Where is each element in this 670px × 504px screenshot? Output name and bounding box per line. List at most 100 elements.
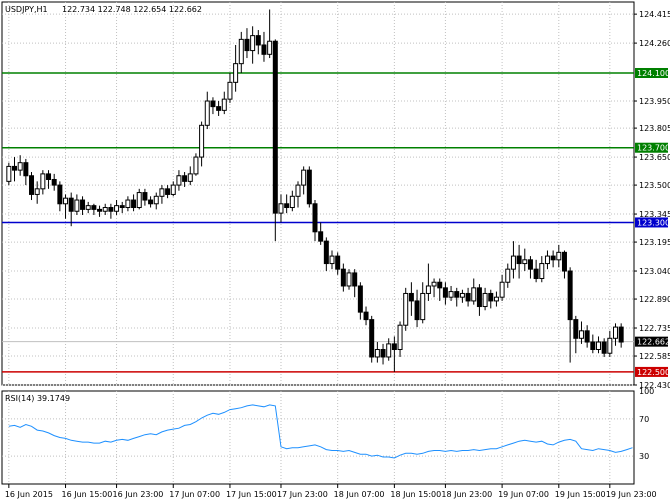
candle-bear — [465, 292, 471, 302]
candle-bear — [561, 251, 567, 272]
time-tick-label: 16 Jun 2015 — [5, 490, 53, 499]
candle-bull — [114, 205, 120, 212]
level-price-label: 122.500 — [637, 368, 670, 377]
candle-bull — [595, 341, 601, 351]
time-tick-label: 18 Jun 15:00 — [390, 490, 441, 499]
candle-bear — [272, 40, 278, 214]
price-tick-label: 122.430 — [639, 381, 670, 390]
candle-bull — [40, 173, 46, 190]
candle-bear — [29, 175, 35, 195]
candle-bull — [153, 195, 159, 205]
candle-bear — [68, 197, 74, 212]
time-tick-label: 18 Jun 07:00 — [334, 490, 385, 499]
candle-bear — [51, 178, 57, 186]
candle-bull — [204, 100, 210, 126]
rsi-panel-frame — [1, 390, 635, 485]
current-price-label: 122.662 — [637, 338, 670, 347]
time-tick-label: 18 Jun 23:00 — [441, 490, 492, 499]
rsi-line — [8, 404, 633, 459]
candle-bear — [284, 203, 290, 209]
candle-bull — [539, 263, 545, 280]
candle-bear — [363, 311, 369, 321]
price-tick-label: 123.345 — [639, 210, 670, 219]
candle-bull — [397, 324, 403, 351]
candle-bull — [289, 195, 295, 209]
candle-bear — [618, 326, 624, 343]
time-tick-label: 16 Jun 23:00 — [113, 490, 164, 499]
candle-bear — [437, 281, 443, 289]
candle-bear — [119, 205, 125, 209]
candle-bull — [250, 35, 256, 52]
time-tick-label: 17 Jun 15:00 — [226, 490, 277, 499]
candle-bull — [329, 255, 335, 265]
price-tick-label: 123.805 — [639, 124, 670, 133]
candle-bull — [612, 326, 618, 339]
time-tick-label: 17 Jun 23:00 — [277, 490, 328, 499]
candle-bear — [97, 208, 103, 212]
rsi-axis: 100 70 30 — [639, 387, 654, 461]
candle-bear — [91, 205, 97, 210]
candle-bull — [522, 259, 528, 265]
candle-bull — [85, 205, 91, 210]
candle-bear — [323, 240, 329, 265]
candle-bear — [590, 341, 596, 351]
price-tick-label: 123.195 — [639, 238, 670, 247]
candle-bear — [57, 184, 63, 205]
candle-bull — [238, 38, 244, 65]
candle-bear — [182, 175, 188, 182]
candle-bear — [210, 100, 216, 108]
candle-bear — [340, 268, 346, 287]
rsi-grid — [2, 391, 634, 484]
candle-bull — [199, 124, 205, 158]
candle-bull — [193, 156, 199, 175]
candle-bear — [488, 292, 494, 302]
candle-bull — [278, 203, 284, 214]
price-tick-label: 123.950 — [639, 97, 670, 106]
level-price-tag — [635, 142, 668, 153]
candle-bull — [267, 40, 273, 55]
candle-bull — [227, 81, 233, 100]
candle-bear — [165, 188, 171, 195]
candle-bull — [431, 281, 437, 287]
candle-bull — [170, 184, 176, 195]
candle-bear — [131, 199, 137, 209]
candle-bull — [159, 188, 165, 197]
candle-bull — [17, 162, 23, 171]
horizontal-levels[interactable]: 124.100 123.700 123.300 122.500 122.662 — [2, 67, 670, 377]
price-panel[interactable]: 124.100 123.700 123.300 122.500 122.662 USDJ… — [1, 1, 670, 386]
candle-bear — [46, 173, 52, 180]
candle-bear — [516, 255, 522, 265]
candle-bull — [403, 292, 409, 326]
rsi-panel[interactable]: RSI(14) 39.1749 — [1, 390, 635, 485]
ohlc-readout: 122.734 122.748 122.654 122.662 — [62, 5, 202, 14]
price-axis[interactable]: 124.415 124.260 123.950 123.805 123.650 123.5… — [634, 10, 670, 390]
price-tick-label: 122.585 — [639, 352, 670, 361]
candle-bear — [261, 44, 267, 55]
rsi-label: RSI(14) 39.1749 — [5, 394, 70, 403]
candle-bull — [420, 292, 426, 321]
candle-bull — [346, 272, 352, 287]
time-tick-label: 16 Jun 15:00 — [62, 490, 113, 499]
candle-bear — [244, 38, 250, 52]
candle-bear — [533, 268, 539, 280]
candle-bear — [573, 319, 579, 339]
candle-bull — [221, 98, 227, 111]
candle-bull — [136, 192, 142, 209]
candle-bear — [255, 35, 261, 46]
candle-bull — [386, 343, 392, 358]
candle-bull — [301, 169, 307, 186]
time-tick-label: 19 Jun 07:00 — [498, 490, 549, 499]
candle-bull — [471, 287, 477, 302]
candle-bull — [74, 199, 80, 212]
candlesticks — [6, 9, 624, 372]
candle-bull — [295, 184, 301, 197]
candle-bear — [80, 199, 86, 210]
candle-bear — [601, 341, 607, 354]
time-axis[interactable]: 16 Jun 2015 16 Jun 15:00 16 Jun 23:00 17 Ju… — [5, 484, 657, 499]
candle-bear — [335, 255, 341, 270]
rsi-tick-label: 70 — [639, 415, 649, 424]
rsi-tick-label: 100 — [639, 387, 654, 396]
candle-bear — [23, 162, 29, 177]
